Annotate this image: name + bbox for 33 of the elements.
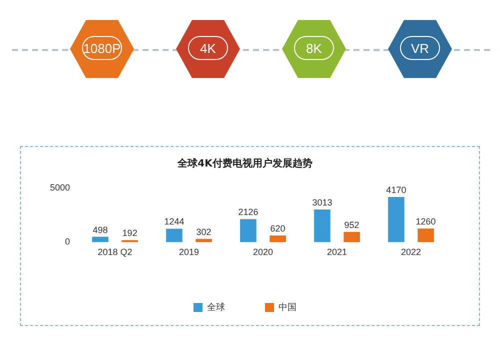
hexagon-badge: 4K (176, 20, 240, 78)
hexagon-badge: 8K (282, 20, 346, 78)
x-tick-label: 2020 (252, 247, 274, 258)
legend-label: 中国 (278, 302, 296, 313)
bar (270, 235, 286, 242)
x-tick-label: 2022 (400, 247, 422, 258)
bar (240, 219, 256, 242)
x-tick-label: 2019 (179, 247, 200, 258)
data-label: 620 (270, 223, 286, 234)
data-label: 3013 (312, 198, 332, 208)
hexagon-badge: 1080P (70, 20, 134, 78)
bar (314, 210, 330, 242)
data-label: 302 (196, 226, 212, 237)
bar (92, 236, 108, 242)
y-tick-label: 5000 (50, 182, 70, 192)
x-tick-label: 2018 Q2 (98, 247, 132, 258)
data-label: 952 (344, 220, 360, 230)
x-tick-label: 2021 (326, 247, 348, 258)
hexagon-badge: VR (388, 20, 452, 78)
bar (166, 228, 182, 242)
bar (196, 238, 212, 242)
data-label: 1260 (416, 216, 436, 227)
data-label: 2126 (238, 207, 258, 218)
legend-label: 全球 (207, 302, 225, 313)
y-tick-label: 0 (65, 236, 70, 247)
data-label: 4170 (386, 184, 406, 195)
data-label: 192 (122, 228, 138, 238)
chart-title: 全球4K付费电视用户发展趋势 (176, 158, 312, 170)
bar (388, 196, 404, 242)
bar (418, 228, 434, 242)
bar (344, 232, 360, 242)
data-label: 1244 (164, 216, 184, 227)
data-label: 498 (92, 224, 108, 235)
